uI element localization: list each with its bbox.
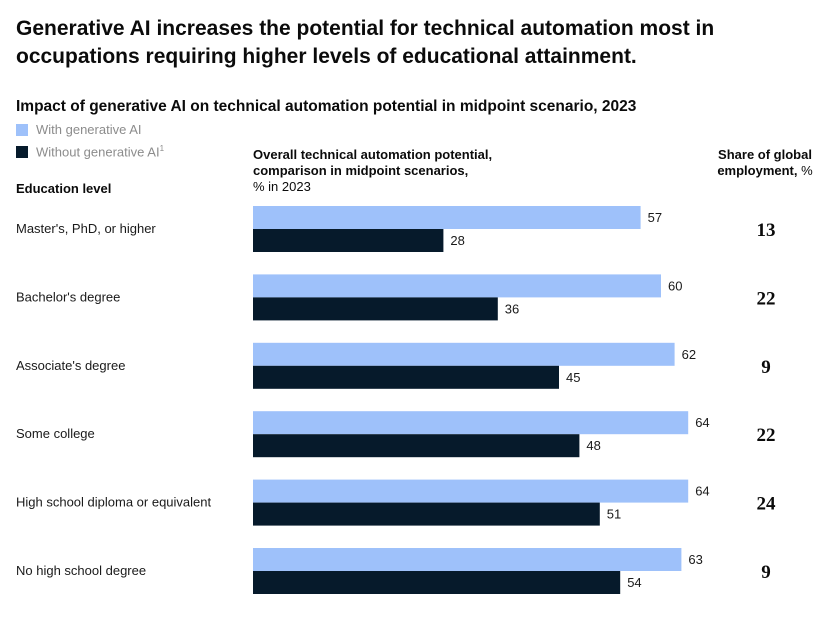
share-value: 9 [761,562,771,583]
category-label: High school diploma or equivalent [16,495,212,510]
category-label: Bachelor's degree [16,289,120,304]
value-label-without: 36 [505,301,519,316]
category-label: Master's, PhD, or higher [16,221,156,236]
category-label: Associate's degree [16,358,125,373]
value-label-without: 48 [586,438,600,453]
legend-label-without: Without generative AI1 [36,144,165,160]
value-label-without: 45 [566,370,580,385]
bar-with-genai [253,548,682,571]
category-label: No high school degree [16,563,146,578]
value-label-with: 64 [695,484,709,499]
value-column-header: Overall technical automation potential, … [253,147,493,194]
category-label: Some college [16,426,95,441]
share-column-header: Share of global employment, % [717,147,813,178]
bar-without-genai [253,229,444,252]
value-label-with: 63 [688,552,702,567]
legend-swatch-with [16,123,28,136]
bar-without-genai [253,571,621,594]
value-label-with: 57 [648,210,662,225]
legend-item-with-genai: With generative AI [16,122,142,137]
bar-without-genai [253,365,559,389]
bar-with-genai [253,206,641,229]
value-label-with: 62 [682,347,696,362]
value-label-with: 60 [668,278,682,293]
bar-with-genai [253,479,689,503]
value-label-with: 64 [695,415,709,430]
value-label-without: 51 [607,507,621,522]
value-label-without: 28 [450,233,464,248]
share-value: 24 [757,494,777,515]
share-value: 22 [757,288,776,309]
bar-without-genai [253,434,580,458]
category-axis-label: Education level [16,181,112,196]
bar-with-genai [253,274,661,298]
chart-title: Impact of generative AI on technical aut… [16,98,637,115]
share-value: 13 [757,220,776,241]
value-label-without: 54 [627,575,641,590]
legend-swatch-without [16,145,28,158]
legend-item-without-genai: Without generative AI1 [16,144,164,159]
bar-without-genai [253,297,498,321]
legend-label-with: With generative AI [36,122,142,137]
share-value: 22 [757,425,776,446]
bar-with-genai [253,411,689,435]
bar-without-genai [253,502,600,526]
bar-with-genai [253,342,675,366]
share-value: 9 [761,357,771,378]
footnote-marker: 1 [159,144,165,153]
chart-headline: Generative AI increases the potential fo… [16,17,715,68]
